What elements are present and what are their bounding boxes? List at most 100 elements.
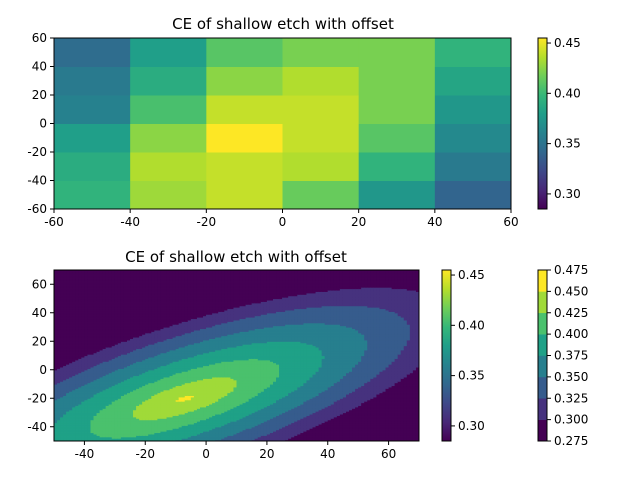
contour-cell [81, 426, 86, 429]
contour-cell [63, 401, 67, 404]
contour-cell [54, 311, 58, 314]
contour-cell [54, 279, 58, 282]
heatmap-cell [434, 152, 512, 181]
contour-cell [78, 406, 82, 409]
contour-cell [66, 416, 70, 419]
contour-cell [75, 314, 79, 317]
contour-cell [72, 271, 76, 274]
contour-cell [66, 391, 70, 394]
contour-cell [63, 314, 67, 317]
contour-cell [66, 349, 70, 352]
contour-cell [54, 436, 58, 439]
contour-cell [66, 299, 70, 302]
contour-cell [57, 341, 61, 344]
contour-cell [69, 294, 73, 297]
contour-cell [54, 297, 58, 300]
contour-cell [81, 372, 86, 375]
contour-cell [54, 354, 58, 357]
contour-cell [78, 311, 82, 314]
contour-cell [75, 325, 79, 328]
heatmap-cell [358, 180, 436, 210]
contour-cell [66, 352, 70, 355]
contour-cell [54, 388, 58, 391]
contour-cell [72, 287, 76, 290]
contour-cell [57, 272, 61, 275]
contour-cell [69, 358, 73, 361]
contour-cell [66, 433, 70, 436]
contour-cell [69, 351, 73, 354]
contour-cell [54, 307, 58, 310]
contour-cell [75, 402, 79, 405]
contour-cell [57, 438, 61, 441]
contour-cell [78, 386, 82, 389]
contour-cell [60, 288, 64, 291]
contour-cell [57, 312, 61, 315]
contour-cell [69, 328, 73, 331]
contour-cell [66, 292, 70, 295]
contour-cell [60, 352, 64, 355]
contour-cell [60, 332, 64, 335]
contour-cell [72, 327, 76, 330]
contour-cell [57, 359, 61, 362]
contour-cell [69, 371, 73, 374]
contour-cell [63, 331, 67, 334]
contour-cell [63, 344, 67, 347]
contour-cell [75, 327, 79, 330]
contour-cell [72, 381, 76, 384]
contour-cell [75, 415, 79, 418]
contour-cell [72, 314, 76, 317]
contour-cell [54, 324, 58, 327]
contour-cell [72, 281, 76, 284]
contour-cell [72, 432, 76, 435]
contour-cell [57, 421, 61, 424]
contour-cell [72, 335, 76, 338]
contour-cell [66, 382, 70, 385]
contour-cell [54, 376, 58, 379]
contour-cell [66, 358, 70, 361]
contour-cell [78, 412, 82, 415]
contour-cell [69, 315, 73, 318]
contour-cell [57, 311, 61, 314]
contour-cell [60, 309, 64, 312]
contour-cell [57, 411, 61, 414]
contour-cell [66, 419, 70, 422]
contour-cell [66, 279, 70, 282]
contour-cell [60, 381, 64, 384]
contour-cell [57, 314, 61, 317]
contour-cell [54, 391, 58, 394]
contour-cell [57, 429, 61, 432]
contour-cell [69, 375, 73, 378]
contour-cell [75, 429, 79, 432]
contour-cell [54, 278, 58, 281]
contour-cell [66, 281, 70, 284]
contour-cell [63, 381, 67, 384]
contour-cell [69, 334, 73, 337]
contour-cell [63, 281, 67, 284]
contour-cell [72, 332, 76, 335]
contour-cell [75, 305, 79, 308]
contour-cell [54, 295, 58, 298]
contour-cell [78, 371, 82, 374]
contour-cell [63, 388, 67, 391]
contour-cell [63, 271, 67, 274]
contour-cell [78, 423, 82, 426]
contour-cell [78, 401, 82, 404]
contour-cell [72, 349, 76, 352]
contour-cell [66, 409, 70, 412]
contour-cell [60, 382, 64, 385]
contour-cell [57, 336, 61, 339]
contour-cell [60, 426, 64, 429]
contour-cell [54, 439, 58, 441]
contour-cell [72, 309, 76, 312]
contour-cell [72, 345, 76, 348]
contour-cell [66, 428, 70, 431]
contour-cell [66, 272, 70, 275]
contour-cell [72, 336, 76, 339]
contour-cell [81, 382, 86, 385]
contour-cell [54, 352, 58, 355]
contour-cell [69, 352, 73, 355]
contour-cell [54, 415, 58, 418]
contour-cell [57, 345, 61, 348]
contour-cell [69, 411, 73, 414]
contour-cell [54, 355, 58, 358]
